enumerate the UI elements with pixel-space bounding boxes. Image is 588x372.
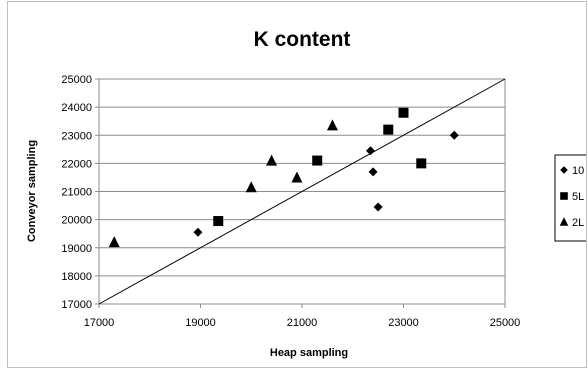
axes: 17000 18000 19000 20000 21000 22000 23000 24000… bbox=[61, 74, 520, 329]
legend-label: 5L bbox=[572, 191, 584, 203]
data-point-square bbox=[312, 155, 323, 166]
data-point-diamond bbox=[449, 130, 459, 140]
y-tick-label: 24000 bbox=[61, 102, 92, 114]
x-axis-label: Heap sampling bbox=[270, 347, 348, 359]
x-tick-label: 25000 bbox=[490, 317, 521, 329]
y-tick-label: 20000 bbox=[61, 215, 92, 227]
data-point-diamond bbox=[193, 227, 203, 237]
data-point-triangle bbox=[108, 236, 120, 248]
y-tick-label: 19000 bbox=[61, 243, 92, 255]
data-point-diamond bbox=[373, 202, 383, 212]
legend-marker-triangle bbox=[559, 217, 569, 226]
legend-label: 10 bbox=[572, 165, 584, 177]
data-point-triangle bbox=[245, 181, 257, 193]
y-tick-label: 22000 bbox=[61, 158, 92, 170]
y-tick-label: 21000 bbox=[61, 187, 92, 199]
y-axis-label: Conveyor sampling bbox=[26, 140, 38, 242]
data-point-diamond bbox=[368, 167, 378, 177]
chart-area: K content Heap sampling Conveyor samplin… bbox=[7, 1, 588, 368]
x-tick-label: 19000 bbox=[185, 317, 216, 329]
data-point-square bbox=[416, 158, 427, 169]
data-point-square bbox=[398, 107, 409, 118]
data-point-triangle bbox=[326, 119, 338, 131]
chart-title: K content bbox=[254, 28, 351, 51]
reference-line-group bbox=[98, 78, 506, 305]
y-tick-label: 18000 bbox=[61, 271, 92, 283]
data-point-triangle bbox=[291, 171, 303, 183]
reference-line bbox=[98, 78, 506, 305]
y-tick-label: 17000 bbox=[61, 299, 92, 311]
gridlines bbox=[99, 78, 505, 277]
legend-label: 2L bbox=[572, 217, 584, 229]
x-tick-label: 17000 bbox=[84, 317, 115, 329]
scatter-chart: K content Heap sampling Conveyor samplin… bbox=[26, 28, 588, 359]
x-tick-label: 23000 bbox=[388, 317, 419, 329]
x-tick-label: 21000 bbox=[287, 317, 318, 329]
data-point-square bbox=[213, 216, 224, 227]
data-point-square bbox=[383, 124, 394, 135]
legend-marker-square bbox=[560, 192, 568, 200]
legend-marker-diamond bbox=[560, 166, 568, 174]
y-tick-label: 23000 bbox=[61, 130, 92, 142]
legend: 10 5L 2L bbox=[554, 154, 588, 242]
data-point-diamond bbox=[366, 146, 376, 156]
y-tick-label: 25000 bbox=[61, 74, 92, 86]
data-points bbox=[108, 107, 459, 248]
data-point-triangle bbox=[266, 154, 278, 166]
